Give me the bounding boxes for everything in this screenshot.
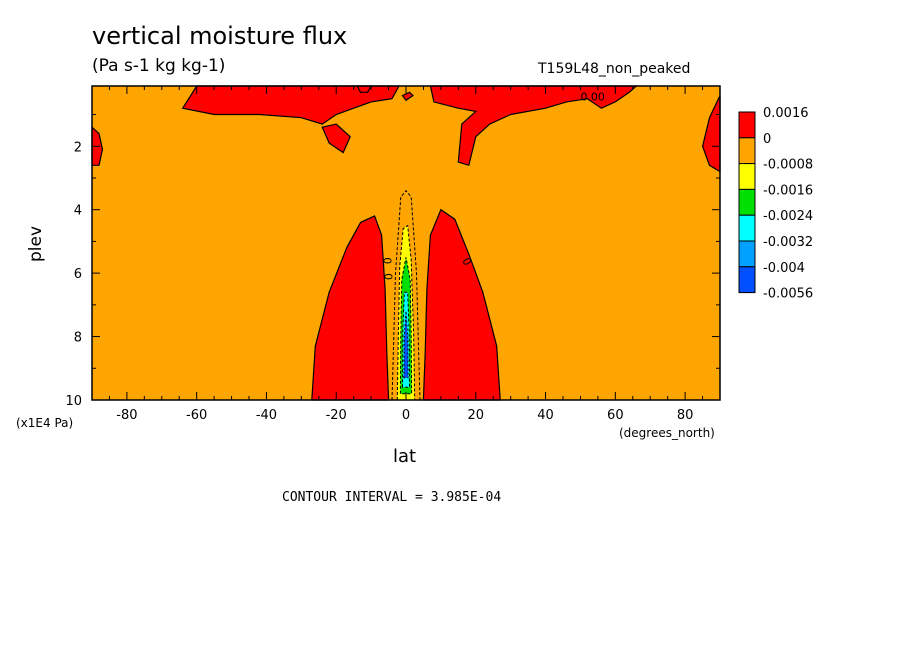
legend-swatch — [738, 214, 756, 242]
legend-swatch — [738, 188, 756, 216]
x-tick-label: -80 — [116, 408, 137, 423]
y-tick-label: 2 — [74, 140, 82, 155]
chart-units: (Pa s-1 kg kg-1) — [92, 56, 226, 76]
positive-flux-region — [311, 215, 390, 401]
legend-swatch — [738, 240, 756, 268]
y-tick-label: 6 — [74, 267, 82, 282]
contour-label: 0 — [381, 273, 394, 280]
positive-flux-region — [321, 123, 351, 154]
legend-swatch — [738, 266, 756, 294]
y-axis-unit: (x1E4 Pa) — [16, 416, 74, 430]
legend-label: -0.0032 — [763, 235, 813, 250]
positive-flux-region — [181, 85, 401, 125]
legend-label: -0.0008 — [763, 158, 813, 173]
legend-swatch — [738, 163, 756, 190]
y-tick-label: 8 — [74, 331, 82, 346]
x-tick-label: 0 — [402, 408, 410, 423]
y-tick-label: 10 — [65, 394, 82, 409]
experiment-label: T159L48_non_peaked — [538, 61, 691, 77]
x-axis-label: lat — [393, 446, 417, 467]
legend-label: 0.0016 — [763, 106, 809, 121]
x-tick-label: -60 — [186, 408, 207, 423]
legend-swatch — [738, 137, 756, 165]
x-tick-label: 60 — [607, 408, 624, 423]
legend-label: -0.0056 — [763, 287, 813, 302]
x-tick-label: 80 — [677, 408, 694, 423]
contour-label: 0 — [380, 257, 393, 264]
x-tick-label: 40 — [537, 408, 554, 423]
legend-swatch — [738, 111, 756, 139]
legend-label: -0.0024 — [763, 209, 813, 224]
x-axis-unit: (degrees_north) — [619, 426, 715, 440]
positive-flux-region — [422, 208, 501, 401]
legend-label: -0.004 — [763, 261, 805, 276]
negative-flux-blue-band — [403, 311, 409, 379]
contour-label: 0.00 — [580, 90, 605, 103]
positive-flux-region — [429, 85, 638, 167]
contour-interval-note: CONTOUR INTERVAL = 3.985E-04 — [282, 490, 502, 505]
positive-flux-region — [401, 91, 414, 102]
x-tick-label: -20 — [326, 408, 347, 423]
x-tick-label: -40 — [256, 408, 277, 423]
legend-label: -0.0016 — [763, 183, 813, 198]
y-tick-label: 4 — [74, 204, 82, 219]
chart-title: vertical moisture flux — [92, 22, 348, 50]
legend-label: 0 — [763, 132, 771, 147]
x-tick-label: 20 — [468, 408, 485, 423]
